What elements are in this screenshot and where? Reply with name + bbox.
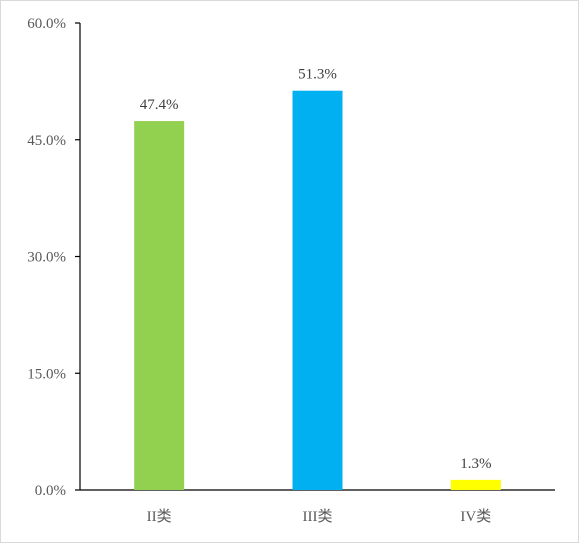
bar: [292, 90, 343, 490]
data-label: 1.3%: [460, 456, 491, 472]
data-label: 47.4%: [140, 97, 179, 113]
x-axis: II类 III类 IV类: [80, 489, 555, 525]
y-axis: 0.0% 15.0% 30.0% 45.0% 60.0%: [27, 16, 81, 499]
y-tick-label: 0.0%: [35, 483, 66, 499]
bars: [134, 90, 501, 490]
bar: [450, 479, 501, 490]
y-tick-label: 30.0%: [27, 250, 66, 266]
y-tick-label: 15.0%: [27, 366, 66, 382]
x-category-label: IV类: [460, 508, 491, 525]
x-category-label: III类: [303, 508, 333, 525]
data-labels: 47.4% 51.3% 1.3%: [140, 67, 492, 472]
bar: [134, 121, 185, 490]
data-label: 51.3%: [298, 67, 337, 83]
y-tick-label: 45.0%: [27, 133, 66, 149]
x-category-label: II类: [147, 508, 172, 525]
y-tick-label: 60.0%: [27, 16, 66, 32]
